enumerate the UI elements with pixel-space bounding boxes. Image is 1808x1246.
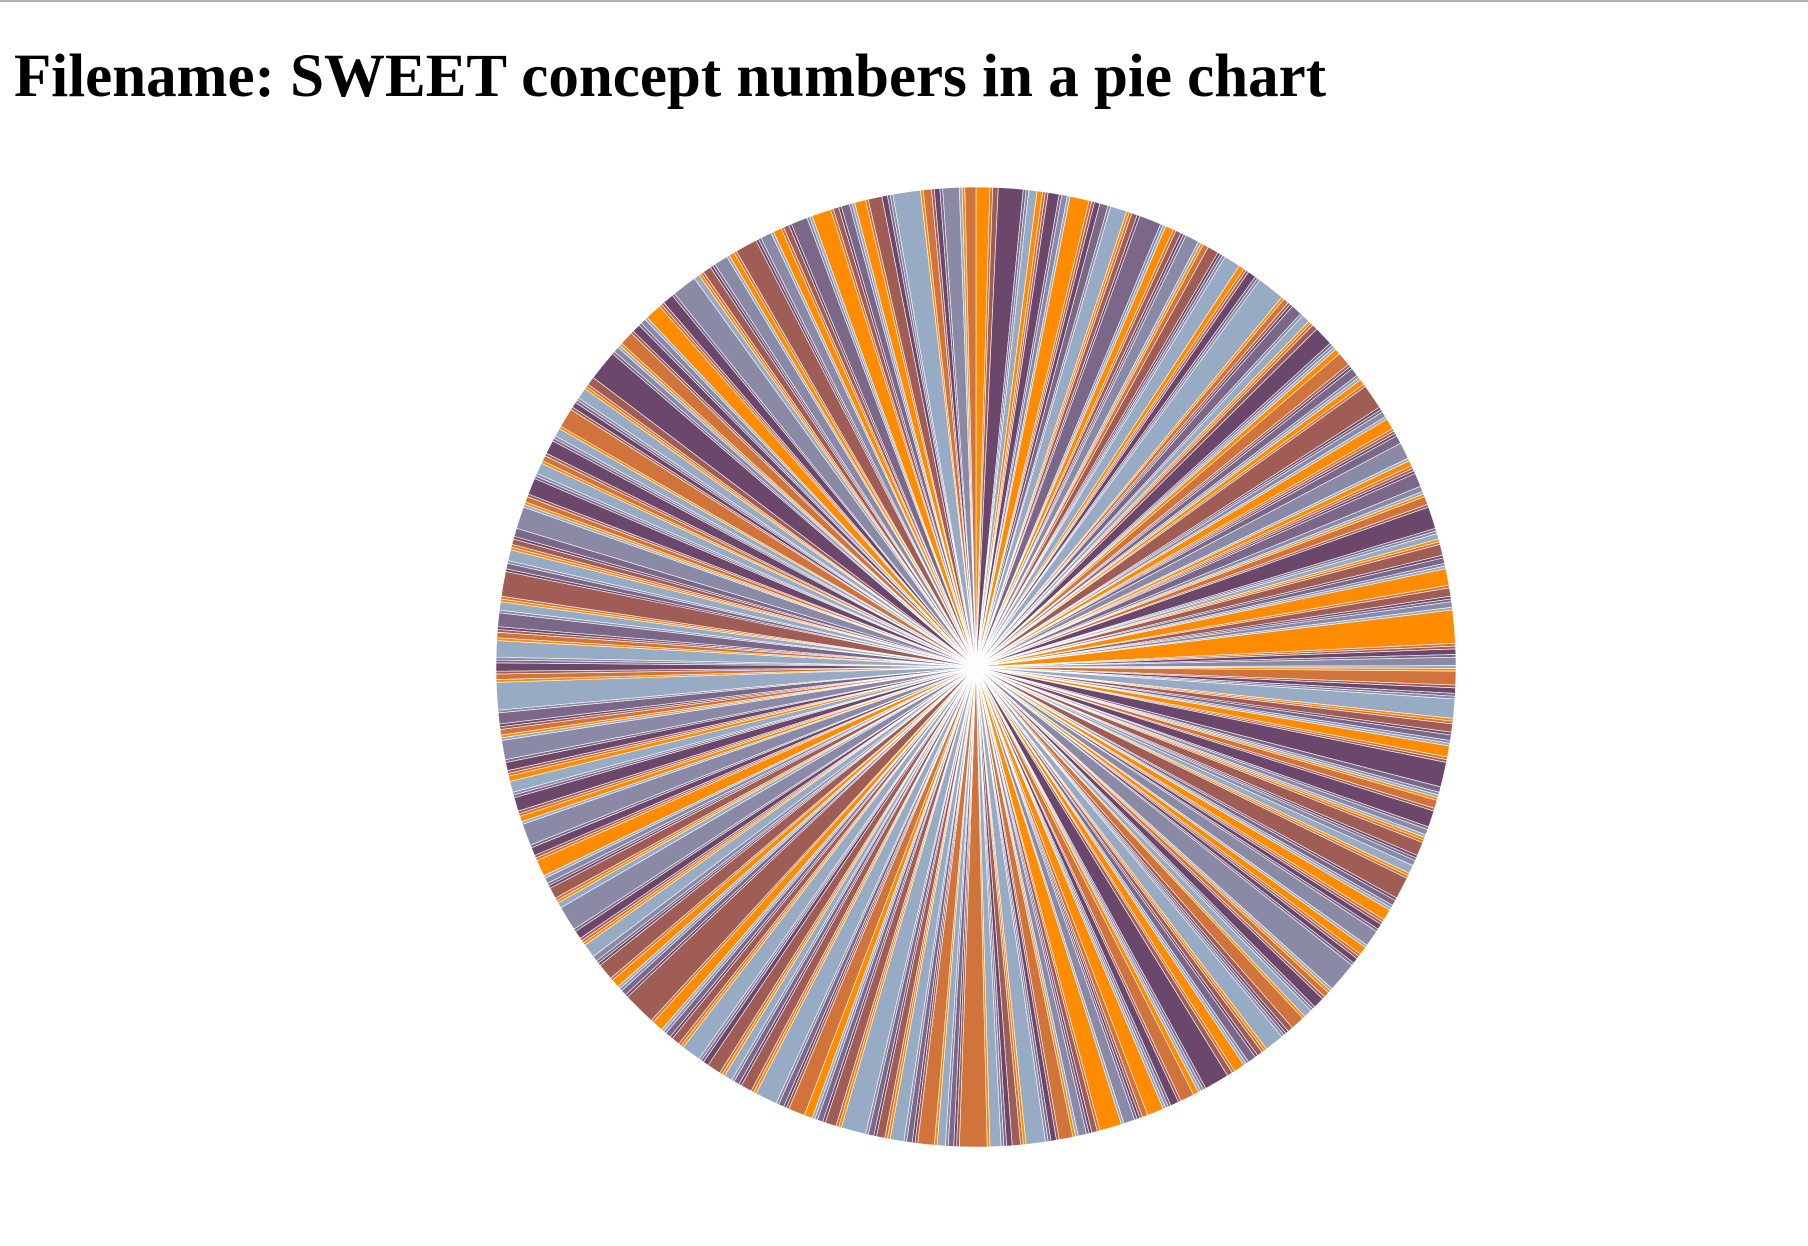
page-title: Filename: SWEET concept numbers in a pie…	[14, 43, 1327, 110]
pie-slices	[495, 186, 1457, 1148]
pie-slice	[964, 186, 977, 668]
top-divider	[0, 0, 1808, 2]
